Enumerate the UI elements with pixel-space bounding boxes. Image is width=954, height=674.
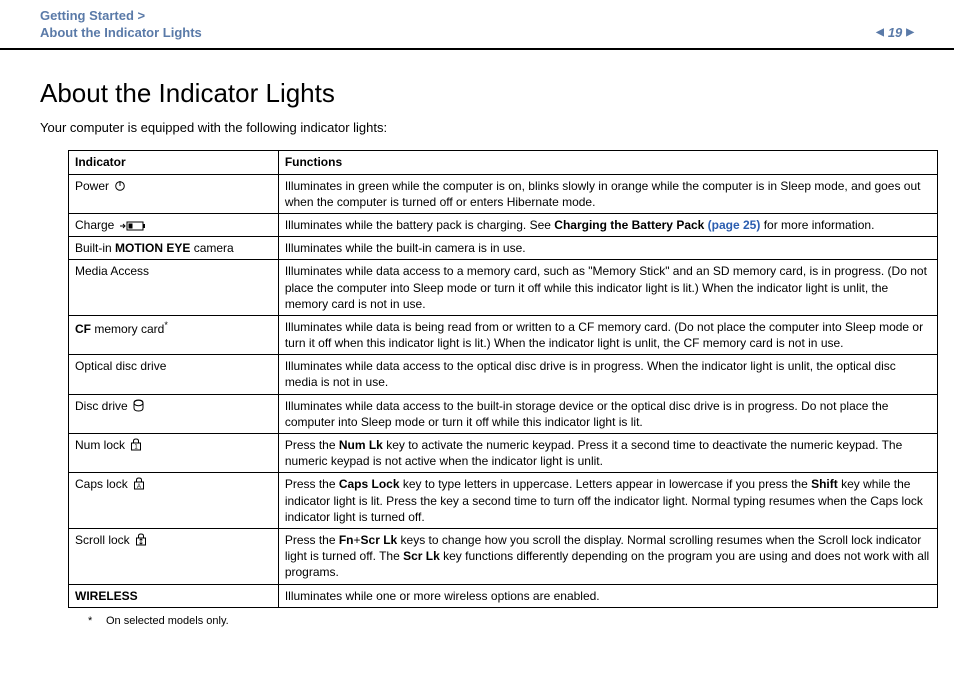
table-row: Scroll lock Press the Fn+Scr Lk keys to … (69, 528, 938, 584)
svg-text:A: A (137, 484, 141, 490)
cell-function: Illuminates while the battery pack is ch… (278, 213, 937, 236)
intro-text: Your computer is equipped with the follo… (40, 119, 914, 137)
indicator-table: Indicator Functions Power Illuminates in… (68, 150, 938, 607)
camera-bold: MOTION EYE (115, 241, 190, 255)
caps-b1: Caps Lock (339, 477, 400, 491)
table-row: Optical disc drive Illuminates while dat… (69, 355, 938, 394)
cell-function: Press the Num Lk key to activate the num… (278, 434, 937, 473)
table-row: Charge Illuminates while the battery pac… (69, 213, 938, 236)
cell-function: Illuminates while data access to a memor… (278, 260, 937, 316)
table-row: Media Access Illuminates while data acce… (69, 260, 938, 316)
cell-indicator: Power (69, 174, 279, 213)
scroll-f1: Press the (285, 533, 339, 547)
cell-indicator: CF memory card* (69, 315, 279, 354)
charge-icon (120, 221, 146, 231)
cell-function: Press the Fn+Scr Lk keys to change how y… (278, 528, 937, 584)
col-functions: Functions (278, 151, 937, 174)
charge-func-suffix: for more information. (760, 218, 874, 232)
table-header-row: Indicator Functions (69, 151, 938, 174)
cell-indicator: Optical disc drive (69, 355, 279, 394)
page-title: About the Indicator Lights (40, 76, 914, 111)
table-row: Caps lock A Press the Caps Lock key to t… (69, 473, 938, 529)
wireless-label: WIRELESS (75, 589, 138, 603)
cell-function: Illuminates while one or more wireless o… (278, 584, 937, 607)
next-page-icon[interactable]: ▶ (906, 26, 914, 40)
charge-link-label: Charging the Battery Pack (554, 218, 707, 232)
breadcrumb-line-2: About the Indicator Lights (40, 25, 202, 42)
cell-indicator: Media Access (69, 260, 279, 316)
caps-label: Caps lock (75, 477, 128, 491)
footnote: *On selected models only. (88, 614, 914, 629)
table-row: CF memory card* Illuminates while data i… (69, 315, 938, 354)
scroll-b2: Scr Lk (361, 533, 398, 547)
footnote-marker: * (88, 614, 106, 629)
cell-indicator: Disc drive (69, 394, 279, 433)
table-row: Power Illuminates in green while the com… (69, 174, 938, 213)
scroll-b1: Fn (339, 533, 354, 547)
cell-function: Illuminates while data access to the bui… (278, 394, 937, 433)
numlk-label: Num lock (75, 438, 125, 452)
breadcrumb: Getting Started > About the Indicator Li… (40, 8, 202, 42)
cell-function: Illuminates while the built-in camera is… (278, 237, 937, 260)
cell-function: Illuminates while data access to the opt… (278, 355, 937, 394)
numlk-b1: Num Lk (339, 438, 383, 452)
col-indicator: Indicator (69, 151, 279, 174)
charge-page-link[interactable]: (page 25) (708, 218, 761, 232)
page-content: About the Indicator Lights Your computer… (0, 50, 954, 629)
disc-drive-icon (133, 399, 144, 412)
scroll-f2: + (354, 533, 361, 547)
cf-footnote-marker: * (164, 320, 168, 330)
cell-function: Illuminates while data is being read fro… (278, 315, 937, 354)
disc-label: Disc drive (75, 399, 128, 413)
page-header: Getting Started > About the Indicator Li… (0, 0, 954, 50)
table-row: WIRELESS Illuminates while one or more w… (69, 584, 938, 607)
caps-f1: Press the (285, 477, 339, 491)
table-row: Disc drive Illuminates while data access… (69, 394, 938, 433)
breadcrumb-line-1: Getting Started > (40, 8, 202, 25)
caps-b2: Shift (811, 477, 838, 491)
cf-bold: CF (75, 322, 91, 336)
camera-post: camera (190, 241, 233, 255)
caps-f2: key to type letters in uppercase. Letter… (400, 477, 812, 491)
cell-indicator: Built-in MOTION EYE camera (69, 237, 279, 260)
footnote-text: On selected models only. (106, 615, 229, 627)
charge-label: Charge (75, 218, 114, 232)
cell-function: Illuminates in green while the computer … (278, 174, 937, 213)
cell-function: Press the Caps Lock key to type letters … (278, 473, 937, 529)
prev-page-icon[interactable]: ◀ (876, 26, 884, 40)
page-number: 19 (888, 24, 902, 42)
camera-pre: Built-in (75, 241, 115, 255)
charge-func-prefix: Illuminates while the battery pack is ch… (285, 218, 554, 232)
scroll-label: Scroll lock (75, 533, 130, 547)
scroll-lock-icon (135, 533, 147, 546)
numlk-f1: Press the (285, 438, 339, 452)
num-lock-icon: 1 (130, 438, 142, 451)
power-label: Power (75, 179, 109, 193)
page-nav: ◀ 19 ▶ (876, 24, 914, 42)
scroll-b3: Scr Lk (403, 549, 440, 563)
cell-indicator: Caps lock A (69, 473, 279, 529)
cell-indicator: Charge (69, 213, 279, 236)
table-row: Built-in MOTION EYE camera Illuminates w… (69, 237, 938, 260)
cf-post: memory card (91, 322, 164, 336)
table-row: Num lock 1 Press the Num Lk key to activ… (69, 434, 938, 473)
cell-indicator: WIRELESS (69, 584, 279, 607)
power-icon (114, 180, 126, 192)
caps-lock-icon: A (133, 477, 145, 490)
cell-indicator: Scroll lock (69, 528, 279, 584)
cell-indicator: Num lock 1 (69, 434, 279, 473)
